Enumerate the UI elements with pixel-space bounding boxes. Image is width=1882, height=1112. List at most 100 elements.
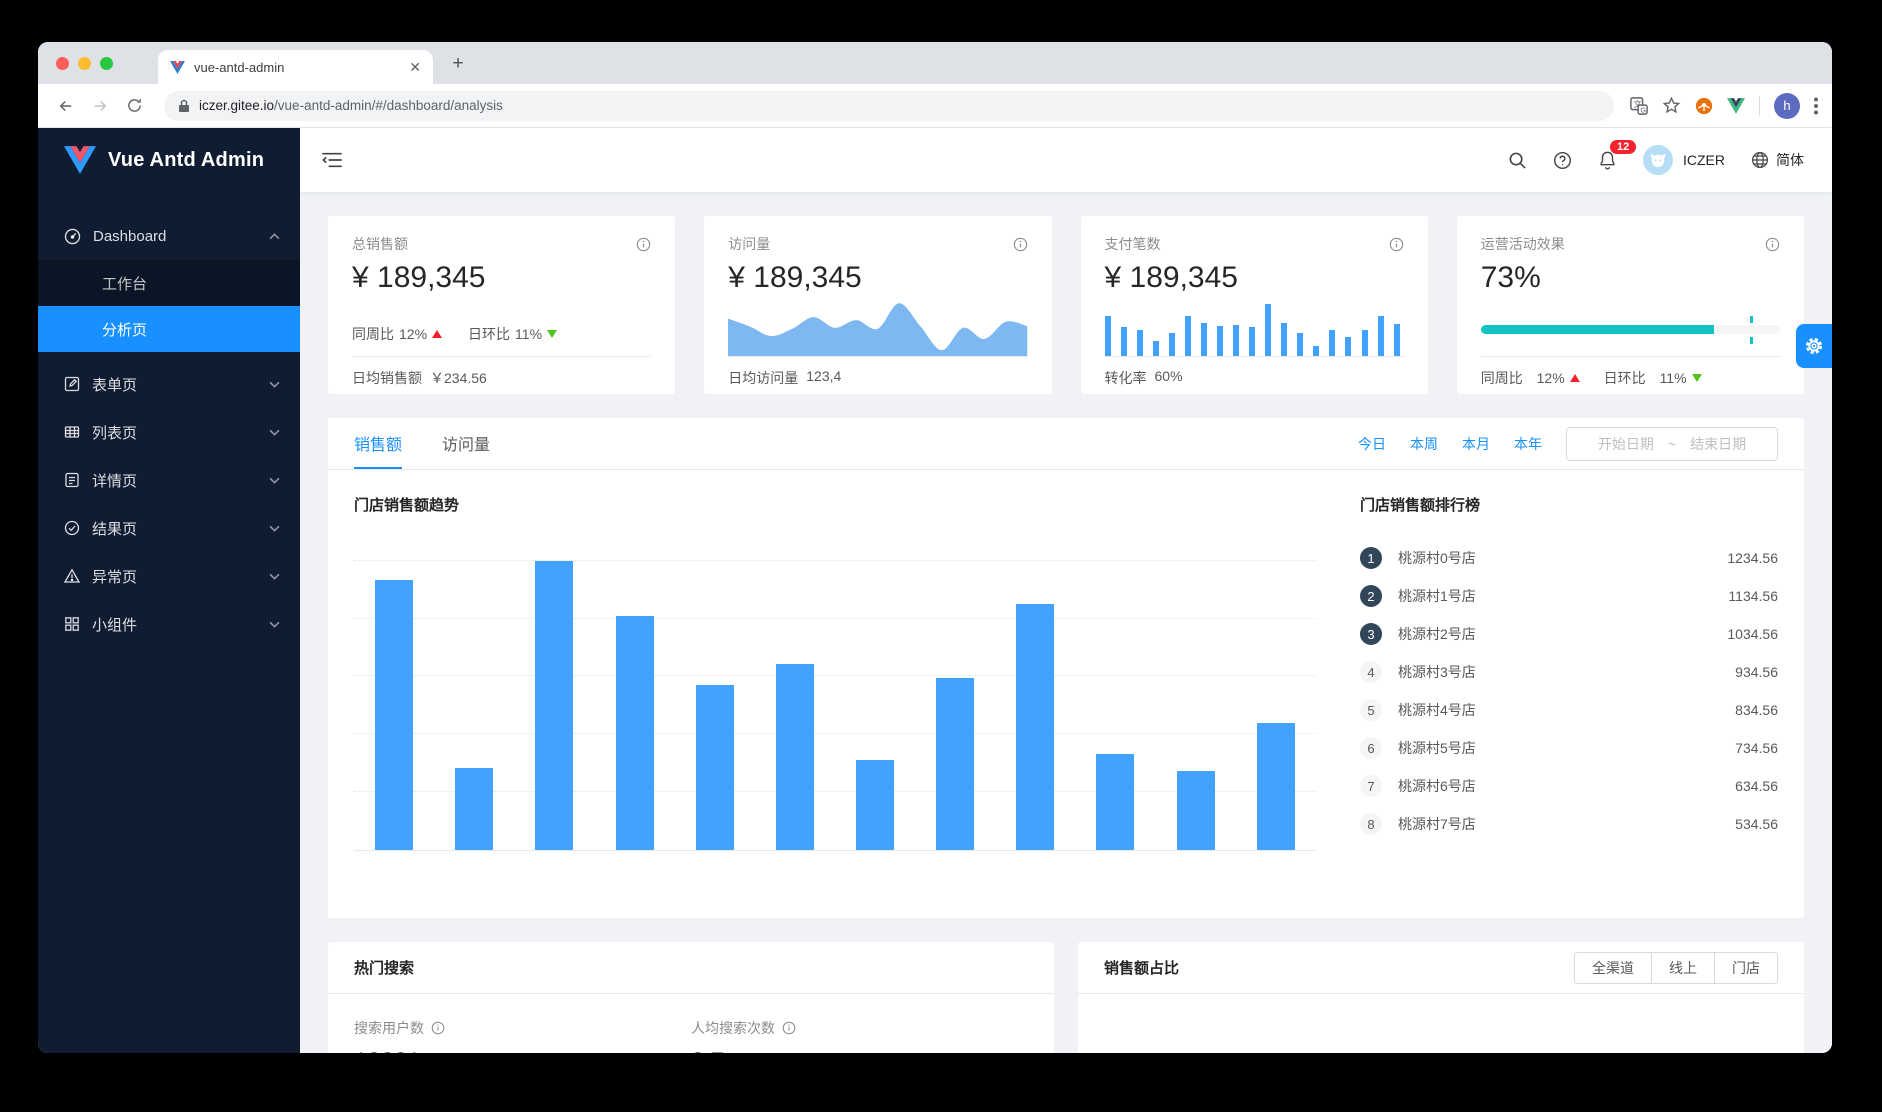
browser-profile-avatar[interactable]: h [1774, 92, 1800, 119]
filter-this-week[interactable]: 本周 [1410, 435, 1438, 452]
rank-badge: 1 [1360, 547, 1382, 569]
url-text: iczer.gitee.io/vue-antd-admin/#/dashboar… [199, 98, 503, 113]
trend-bar[interactable] [535, 560, 574, 850]
trend-bar[interactable] [1016, 603, 1055, 850]
trend-bar[interactable] [1256, 722, 1295, 850]
search-icon[interactable] [1508, 151, 1527, 170]
forward-icon[interactable] [86, 92, 114, 120]
mini-bar [1152, 341, 1159, 356]
progress-target-marker [1750, 316, 1754, 323]
channel-online-button[interactable]: 线上 [1651, 951, 1715, 984]
settings-gear-button[interactable] [1796, 324, 1832, 368]
tab-sales[interactable]: 销售额 [354, 418, 403, 469]
trend-bar[interactable] [1176, 770, 1215, 850]
tab-title: vue-antd-admin [194, 59, 285, 75]
sidebar-item-results[interactable]: 结果页 [38, 504, 300, 552]
bookmark-star-icon[interactable] [1662, 96, 1681, 115]
ranking-row: 1 桃源村0号店 1234.56 [1360, 539, 1778, 577]
back-icon[interactable] [52, 92, 80, 120]
app-logo[interactable]: Vue Antd Admin [38, 128, 300, 192]
user-menu[interactable]: ICZER [1643, 145, 1725, 175]
mini-bar [1184, 316, 1191, 356]
zoom-window-button[interactable] [100, 57, 113, 70]
stat-title: 运营活动效果 [1480, 236, 1565, 252]
stat-footer: 同周比 12% 日环比 11% [1480, 356, 1780, 394]
sidebar-item-details[interactable]: 详情页 [38, 456, 300, 504]
channel-store-button[interactable]: 门店 [1714, 951, 1778, 984]
close-window-button[interactable] [56, 57, 69, 70]
sidebar-item-lists[interactable]: 列表页 [38, 408, 300, 456]
notification-bell-icon[interactable]: 12 [1598, 140, 1637, 170]
tab-visits[interactable]: 访问量 [442, 436, 491, 454]
sidebar-item-workplace[interactable]: 工作台 [38, 260, 300, 306]
language-switcher[interactable]: 简体 [1751, 150, 1804, 170]
browser-tab[interactable]: vue-antd-admin ✕ [158, 50, 433, 84]
menu-fold-icon[interactable] [322, 151, 342, 169]
info-icon[interactable] [1389, 237, 1404, 252]
trend-bar[interactable] [375, 579, 414, 850]
chevron-down-icon [269, 381, 280, 388]
store-name: 桃源村5号店 [1398, 740, 1476, 756]
rank-badge: 8 [1360, 813, 1382, 835]
ranking-row: 7 桃源村6号店 634.56 [1360, 767, 1778, 805]
filter-this-month[interactable]: 本月 [1462, 435, 1490, 452]
app-logo-text: Vue Antd Admin [108, 148, 265, 171]
date-end-input[interactable] [1682, 435, 1755, 452]
date-range-picker[interactable]: ~ [1566, 426, 1778, 461]
channel-all-button[interactable]: 全渠道 [1574, 951, 1652, 984]
vue-extension-icon[interactable] [1727, 97, 1745, 114]
info-icon[interactable] [431, 1021, 445, 1035]
date-start-input[interactable] [1589, 435, 1662, 452]
trend-bar[interactable] [1096, 753, 1135, 850]
info-icon[interactable] [1013, 237, 1028, 252]
trend-bar[interactable] [775, 664, 814, 850]
url-bar[interactable]: iczer.gitee.io/vue-antd-admin/#/dashboar… [164, 90, 1614, 121]
trend-bar[interactable] [695, 685, 734, 850]
trend-bar[interactable] [615, 615, 654, 850]
sidebar-item-label: 详情页 [92, 472, 138, 490]
sales-share-card: 销售额占比 全渠道 线上 门店 事例五: 9% [1078, 942, 1804, 1053]
info-icon[interactable] [782, 1021, 796, 1035]
sidebar-item-label: 异常页 [92, 568, 138, 586]
minimize-window-button[interactable] [78, 57, 91, 70]
caret-up-icon [1569, 374, 1580, 382]
ranking-title: 门店销售额排行榜 [1360, 497, 1481, 514]
warning-triangle-icon [64, 568, 80, 583]
payments-mini-bar-chart [1104, 304, 1400, 356]
mini-bar [1361, 330, 1368, 356]
sidebar-item-analysis[interactable]: 分析页 [38, 306, 300, 352]
ranking-row: 4 桃源村3号店 934.56 [1360, 653, 1778, 691]
filter-this-year[interactable]: 本年 [1514, 435, 1542, 452]
new-tab-button[interactable]: + [452, 53, 464, 74]
metric-value: 12321 [354, 1048, 421, 1053]
kebab-menu-icon[interactable] [1814, 97, 1818, 115]
info-icon[interactable] [1765, 237, 1780, 252]
mini-bar [1329, 330, 1336, 356]
stat-footer: 转化率 60% [1104, 356, 1404, 394]
info-icon[interactable] [636, 237, 651, 252]
sidebar-item-dashboard[interactable]: Dashboard [38, 212, 300, 260]
stat-title: 支付笔数 [1104, 236, 1161, 252]
svg-text:G: G [1640, 105, 1646, 114]
sidebar-item-label: 分析页 [102, 321, 148, 339]
user-avatar [1643, 145, 1673, 175]
trend-bar[interactable] [936, 678, 975, 850]
reload-icon[interactable] [120, 92, 148, 120]
store-sales-value: 1134.56 [1728, 588, 1778, 604]
extension-ball-icon[interactable] [1695, 97, 1713, 115]
trend-bar[interactable] [856, 759, 895, 850]
mini-bar [1265, 304, 1272, 356]
sidebar-item-label: 列表页 [92, 424, 138, 442]
stat-footer: 日均访问量 123,4 [728, 356, 1028, 394]
sidebar-item-widgets[interactable]: 小组件 [38, 600, 300, 648]
metric-value: 2.7 [691, 1048, 724, 1053]
sidebar-item-forms[interactable]: 表单页 [38, 360, 300, 408]
sidebar-item-exceptions[interactable]: 异常页 [38, 552, 300, 600]
rank-badge: 3 [1360, 623, 1382, 645]
widgets-icon [65, 617, 79, 631]
tab-close-icon[interactable]: ✕ [409, 59, 421, 75]
filter-today[interactable]: 今日 [1358, 435, 1386, 452]
trend-bar[interactable] [455, 767, 494, 850]
help-icon[interactable] [1553, 151, 1572, 170]
